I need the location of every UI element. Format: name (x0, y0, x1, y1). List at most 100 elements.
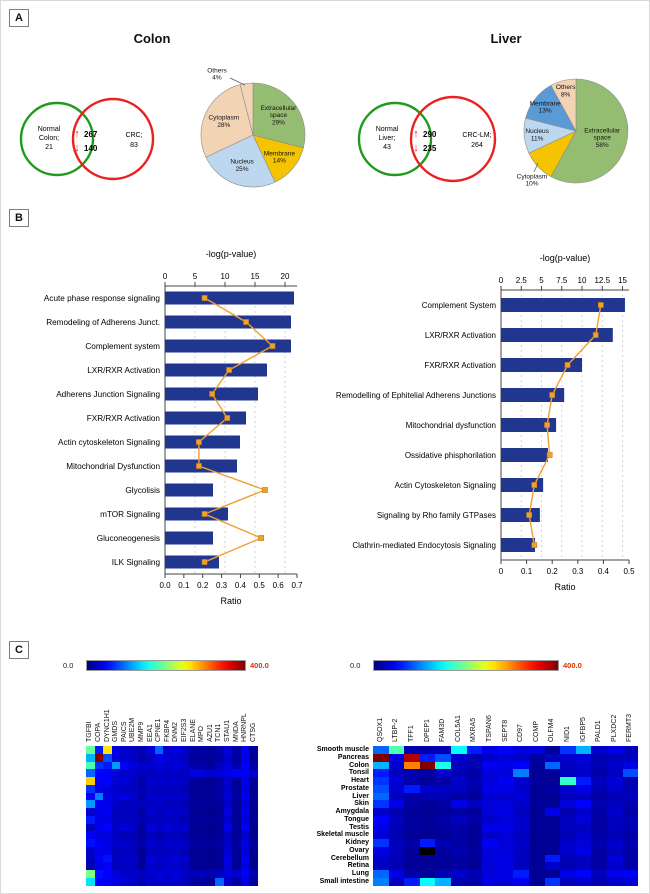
heatmap-cell (214, 862, 224, 870)
heatmap-cell (223, 823, 233, 832)
heatmap-cell (513, 784, 529, 793)
heatmap-cell (482, 761, 498, 770)
gene-label: COPA (94, 722, 102, 742)
heatmap-cell (154, 831, 164, 839)
heatmap-cell (154, 746, 164, 754)
gene-label: LTBP-2 (392, 718, 400, 742)
heatmap-cell (575, 777, 592, 785)
heatmap-cell (591, 808, 607, 816)
colon-venn-right-circle (71, 97, 155, 181)
heatmap-cell (419, 877, 436, 886)
heatmap-cell (94, 808, 104, 816)
heatmap-cell (388, 800, 405, 808)
heatmap-cell (373, 800, 389, 808)
heatmap-cell (197, 808, 207, 816)
heatmap-cell (435, 800, 451, 808)
heatmap-cell (103, 846, 112, 855)
heatmap-cell (171, 753, 181, 762)
heatmap-cell (466, 800, 483, 808)
colon-section-title: Colon (133, 31, 171, 46)
heatmap-cell (373, 877, 389, 886)
gene-label: FAM3D (439, 718, 447, 742)
heatmap-cell (214, 769, 224, 777)
heatmap-cell (466, 777, 483, 785)
heatmap-cell (404, 808, 420, 816)
heatmap-cell (240, 777, 250, 785)
gene-label: OLFM4 (548, 718, 556, 742)
colon-venn-right-count: 83 (130, 142, 138, 149)
heatmap-cell (189, 877, 198, 886)
heatmap-cell (373, 769, 389, 777)
heatmap-cell (146, 753, 155, 762)
heatmap-cell (154, 753, 164, 762)
gene-label: DYNC1H1 (103, 709, 111, 742)
heatmap-cell (111, 839, 121, 847)
heatmap-cell (622, 815, 639, 824)
category-label: LXR/RXR Activation (425, 331, 496, 340)
category-label: Actin cytoskeleton Signaling (58, 438, 160, 447)
heatmap-cell (94, 800, 104, 808)
heatmap-cell (450, 815, 467, 824)
heatmap-cell (240, 761, 250, 770)
heatmap-cell (544, 753, 561, 762)
colon-pathways-bar: -log(p-value) 0 5 10 15 20 Acute phase respons… (44, 249, 303, 606)
heatmap-cell (94, 815, 104, 824)
category-label: Signaling by Rho family GTPases (377, 511, 496, 520)
heatmap-cell (466, 761, 483, 770)
panel-b-label: B (9, 209, 29, 227)
heatmap-cell (373, 854, 389, 863)
heatmap-cell (232, 808, 241, 816)
heatmap-cell (482, 800, 498, 808)
gene-label: DPEP1 (423, 719, 431, 742)
heatmap-cell (560, 846, 576, 855)
heatmap-cell (591, 753, 607, 762)
bottom-tick-label: 0.3 (572, 567, 584, 576)
heatmap-cell (497, 870, 514, 878)
heatmap-cell (435, 862, 451, 870)
down-arrow-icon: ↓ (413, 142, 419, 154)
bar (165, 363, 267, 377)
bottom-tick-label: 0 (499, 567, 504, 576)
heatmap-cell (528, 800, 545, 808)
heatmap-cell (214, 823, 224, 832)
heatmap-cell (606, 808, 623, 816)
ratio-marker (201, 295, 208, 301)
heatmap-cell (622, 777, 639, 785)
heatmap-cell (404, 846, 420, 855)
heatmap-cell (232, 800, 241, 808)
pie-slice-label: Cytoplasm 28% (208, 115, 239, 129)
heatmap-cell (606, 792, 623, 801)
heatmap-cell (128, 823, 138, 832)
tissue-label: Tonsil (348, 769, 369, 777)
ratio-marker (597, 302, 604, 308)
heatmap-cell (528, 761, 545, 770)
heatmap-cell (249, 815, 258, 824)
pie-slice-label: Others 4% (207, 67, 227, 81)
heatmap-cell (154, 792, 164, 801)
heatmap-cell (86, 846, 95, 855)
heatmap-cell (197, 831, 207, 839)
heatmap-cell (180, 792, 190, 801)
heatmap-cell (206, 777, 215, 785)
heatmap-cell (450, 870, 467, 878)
heatmap-cell (497, 815, 514, 824)
heatmap-cell (497, 831, 514, 839)
heatmap-cell (86, 777, 95, 785)
tissue-label: Smooth muscle (316, 746, 369, 753)
liver-venn-down-count: 235 (423, 144, 437, 153)
heatmap-cell (214, 870, 224, 878)
heatmap-cell (591, 823, 607, 832)
heatmap-cell (419, 808, 436, 816)
ratio-marker (544, 422, 550, 428)
heatmap-cell (497, 846, 514, 855)
top-tick-label: 10 (221, 272, 230, 281)
heatmap-cell (197, 746, 207, 754)
heatmap-cell (163, 777, 172, 785)
heatmap-cell (497, 808, 514, 816)
top-tick-label: 12.5 (594, 276, 610, 285)
heatmap-cell (180, 823, 190, 832)
heatmap-cell (163, 839, 172, 847)
heatmap-cell (404, 823, 420, 832)
heatmap-cell (373, 823, 389, 832)
heatmap-cell (513, 761, 529, 770)
